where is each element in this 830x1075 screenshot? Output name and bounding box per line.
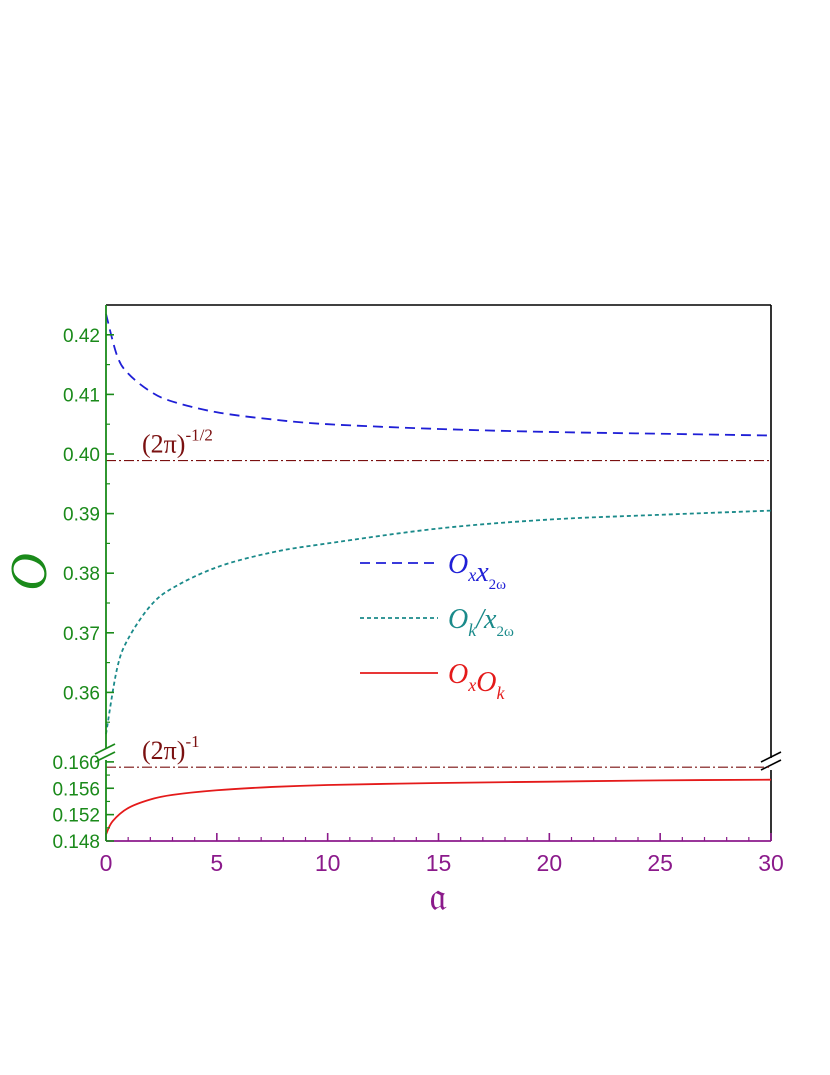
- reference-label-sup: -1: [185, 732, 199, 751]
- y-tick-label-upper-1: 0.37: [63, 624, 100, 645]
- reference-label-base: (2π): [142, 736, 185, 765]
- legend-main: O: [448, 659, 468, 690]
- y-tick-label-lower-0: 0.148: [52, 832, 100, 853]
- legend-sub2: 2ω: [496, 624, 514, 640]
- legend-sub2: k: [496, 683, 505, 703]
- break-mark-right-1: [760, 751, 782, 763]
- y-tick-label-upper-3: 0.39: [63, 505, 100, 526]
- y-tick-label-lower-3: 0.160: [52, 753, 100, 774]
- series-line-1: [105, 509, 772, 735]
- x-tick-label-2: 10: [315, 850, 341, 876]
- legend-sep: /: [474, 604, 486, 635]
- x-tick-label-5: 25: [647, 850, 673, 876]
- reference-lines: (2π)-1/2(2π)-1: [106, 426, 771, 768]
- legend-main2: O: [476, 667, 496, 698]
- legend-sub1: x: [467, 675, 476, 695]
- legend-main2: x: [483, 604, 497, 635]
- y-tick-label-lower-2: 0.156: [52, 779, 100, 800]
- legend-sub1: k: [468, 620, 477, 640]
- x-tick-label-4: 20: [537, 850, 563, 876]
- x-axis-title: 𝔞: [429, 874, 447, 920]
- reference-label-sup: -1/2: [185, 426, 212, 445]
- series-line-2: [105, 778, 772, 835]
- y-tick-label-upper-0: 0.36: [63, 683, 100, 704]
- x-tick-label-6: 30: [758, 850, 784, 876]
- x-axis: 0 5 10 15 20 25 30: [100, 833, 784, 876]
- y-tick-label-upper-4: 0.40: [63, 445, 100, 466]
- y-tick-label-upper-2: 0.38: [63, 564, 100, 585]
- legend-sub2: 2ω: [489, 577, 507, 593]
- x-tick-label-1: 5: [210, 850, 223, 876]
- series-line-0: [105, 313, 772, 437]
- legend-main2: x: [475, 557, 489, 588]
- y-axis-title: O: [1, 553, 58, 591]
- legend-main: O: [448, 604, 468, 635]
- y-tick-label-upper-5: 0.41: [63, 385, 100, 406]
- y-tick-label-lower-1: 0.152: [52, 806, 100, 827]
- x-tick-label-3: 15: [426, 850, 452, 876]
- x-tick-label-0: 0: [100, 850, 113, 876]
- reference-label-0: (2π)-1/2: [142, 426, 213, 459]
- series-layer: [105, 313, 772, 835]
- break-mark-left-1: [94, 743, 116, 755]
- legend-main: O: [448, 549, 468, 580]
- y-tick-label-upper-6: 0.42: [63, 326, 100, 347]
- legend-label-1: Ok/x2ω: [448, 604, 514, 640]
- reference-label-1: (2π)-1: [142, 732, 200, 765]
- plot-frame: [106, 304, 782, 841]
- axis-titles: 𝔞O: [1, 553, 447, 920]
- y-axis: 0.36 0.37 0.38 0.39 0.40 0.41 0.42 0.148 0.152 0.…: [52, 305, 116, 853]
- legend-sub1: x: [467, 565, 476, 585]
- break-mark-right-2: [760, 759, 782, 771]
- break-mark-left-2: [94, 751, 116, 763]
- legend-label-2: OxOk: [448, 659, 505, 703]
- reference-label-base: (2π): [142, 430, 185, 459]
- legend-label-0: Oxx2ω: [448, 549, 506, 593]
